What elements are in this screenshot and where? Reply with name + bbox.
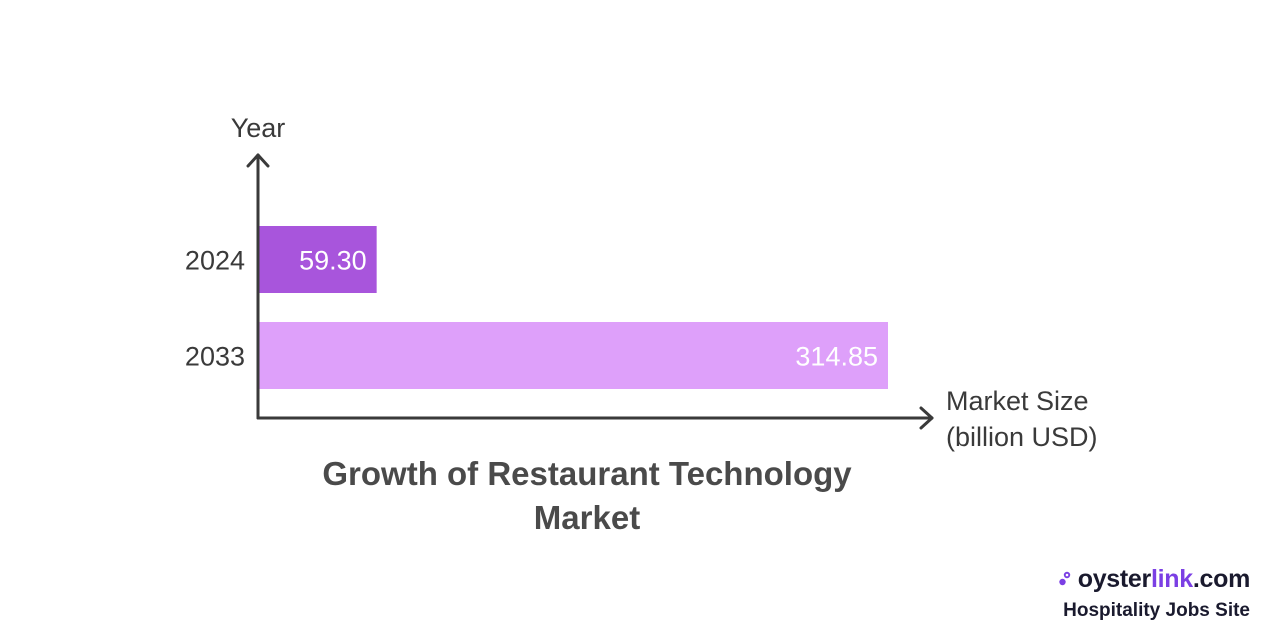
bar-value-label-2024: 59.30 xyxy=(299,246,367,276)
x-axis-arrow xyxy=(919,406,934,430)
y-tick-label-2033: 2033 xyxy=(185,342,245,372)
x-axis-title-line-2: (billion USD) xyxy=(946,422,1098,452)
chart-title: Growth of Restaurant Technology Market xyxy=(322,455,852,536)
labels-layer: 59.30 2024 314.85 2033 Year Market Size (billi… xyxy=(185,113,1098,452)
bar-value-label-2033: 314.85 xyxy=(795,342,878,372)
x-axis-title: Market Size (billion USD) xyxy=(946,386,1098,452)
y-axis-arrow xyxy=(246,153,270,168)
brand-name-part2: link xyxy=(1150,565,1193,593)
brand-tagline: Hospitality Jobs Site xyxy=(1063,600,1250,621)
y-axis-title: Year xyxy=(231,113,286,143)
axes-layer xyxy=(246,153,934,430)
brand-logo: oyster link .com Hospitality Jobs Site xyxy=(1058,563,1250,625)
y-tick-label-2024: 2024 xyxy=(185,246,245,276)
bar-2033 xyxy=(258,322,888,389)
x-axis-title-line-1: Market Size xyxy=(946,386,1089,416)
brand-name-part1: oyster xyxy=(1077,565,1152,593)
brand-wordmark: oyster link .com xyxy=(1058,563,1250,595)
bar-2024 xyxy=(258,226,377,293)
oyster-logo-icon xyxy=(1059,571,1070,586)
brand-name-part3: .com xyxy=(1192,565,1250,593)
bars-layer xyxy=(258,226,888,389)
